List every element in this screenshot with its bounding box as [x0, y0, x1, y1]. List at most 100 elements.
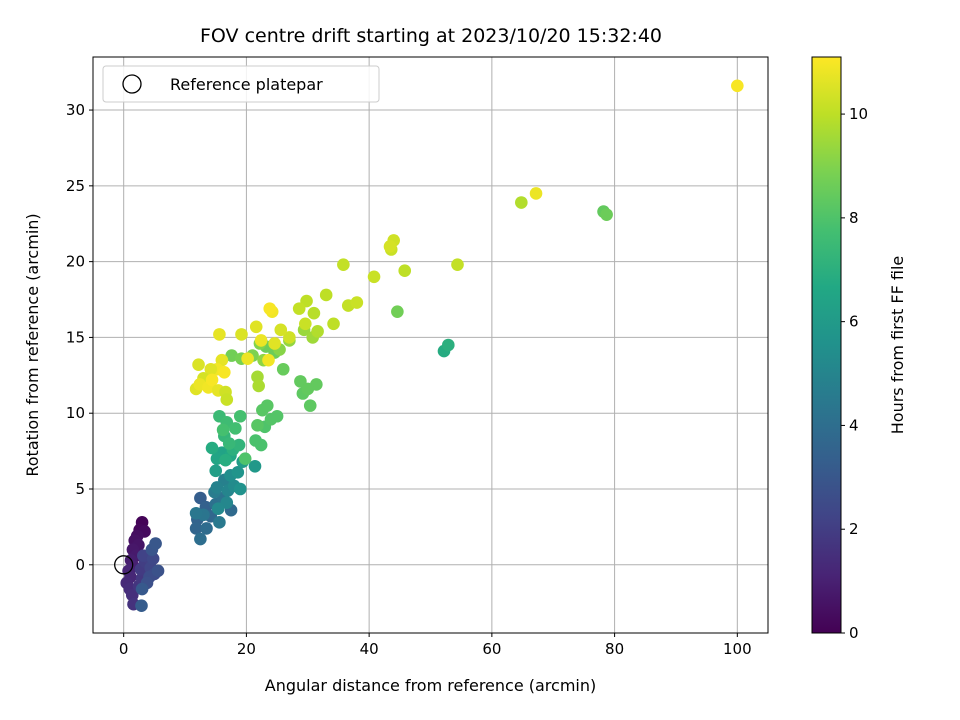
- scatter-point: [194, 491, 207, 505]
- scatter-point: [367, 270, 381, 284]
- colorbar-tick-label: 2: [849, 520, 859, 538]
- scatter-point: [441, 338, 455, 352]
- scatter-point: [451, 258, 464, 271]
- scatter-point: [270, 409, 284, 423]
- scatter-point: [135, 599, 148, 613]
- scatter-point: [263, 302, 277, 315]
- scatter-point: [213, 328, 226, 341]
- y-tick-label: 5: [75, 480, 85, 498]
- scatter-point: [209, 464, 223, 478]
- colorbar-ticks: 0 2 4 6 8 10: [841, 105, 868, 642]
- scatter-point: [303, 399, 317, 412]
- scatter-point: [231, 466, 245, 479]
- y-tick-label: 20: [66, 253, 85, 271]
- scatter-point: [192, 358, 205, 372]
- x-axis-label: Angular distance from reference (arcmin): [265, 676, 596, 695]
- scatter-point: [219, 453, 232, 467]
- colorbar-gradient: [811, 56, 842, 634]
- scatter-point: [200, 522, 213, 535]
- scatter-point: [274, 323, 288, 337]
- scatter-point: [241, 352, 254, 365]
- scatter-point: [232, 438, 246, 452]
- legend: Reference platepar: [102, 65, 380, 103]
- scatter-point: [213, 516, 226, 529]
- x-axis-ticks: 0 20 40 60 80 100: [119, 633, 752, 658]
- scatter-point: [515, 196, 528, 209]
- scatter-point: [248, 459, 262, 473]
- reference-marker: [114, 555, 134, 575]
- colorbar-label: Hours from first FF file: [888, 256, 907, 435]
- scatter-point: [391, 305, 404, 318]
- scatter-point: [218, 365, 231, 379]
- colorbar-tick-label: 6: [849, 313, 859, 331]
- scatter-point: [398, 264, 412, 278]
- scatter-point: [211, 502, 225, 516]
- colorbar: 0 2 4 6 8 10 Hours from first FF file: [811, 56, 907, 642]
- scatter-point: [260, 399, 274, 412]
- scatter-point: [225, 349, 238, 362]
- scatter-point: [205, 441, 219, 455]
- y-axis-label: Rotation from reference (arcmin): [23, 213, 42, 476]
- legend-marker-reference: [122, 74, 142, 94]
- scatter-point: [292, 302, 306, 315]
- legend-label-reference: Reference platepar: [170, 75, 323, 94]
- scatter-point: [268, 337, 281, 350]
- scatter-point: [337, 258, 350, 271]
- scatter-point: [204, 362, 218, 376]
- scatter-point: [529, 187, 543, 200]
- scatter-point: [311, 325, 324, 338]
- colorbar-tick-label: 0: [849, 624, 859, 642]
- scatter-point: [235, 328, 248, 341]
- scatter-point: [149, 537, 162, 550]
- scatter-point: [262, 353, 275, 367]
- scatter-point: [233, 409, 247, 423]
- scatter-point: [249, 320, 263, 334]
- scatter-point: [210, 481, 224, 494]
- scatter-point: [350, 296, 364, 309]
- y-tick-label: 10: [66, 404, 85, 422]
- x-tick-label: 0: [119, 640, 129, 658]
- scatter-point: [283, 331, 296, 344]
- scatter-point: [135, 582, 149, 596]
- scatter-point: [216, 423, 230, 437]
- scatter-point: [276, 362, 290, 376]
- scatter-point: [205, 373, 219, 387]
- scatter-point: [249, 434, 262, 447]
- plot-frame: [92, 56, 769, 634]
- scatter-point: [229, 422, 242, 435]
- colorbar-tick-label: 10: [849, 105, 868, 123]
- x-tick-label: 100: [723, 640, 752, 658]
- x-tick-label: 60: [482, 640, 501, 658]
- grid-lines: [93, 57, 768, 633]
- scatter-point: [151, 564, 165, 578]
- scatter-point: [233, 482, 247, 496]
- x-tick-label: 80: [605, 640, 624, 658]
- scatter-point: [252, 379, 265, 393]
- colorbar-tick-label: 8: [849, 209, 859, 227]
- colorbar-tick-label: 4: [849, 416, 859, 434]
- y-tick-label: 0: [75, 556, 85, 574]
- scatter-point: [600, 208, 613, 221]
- scatter-point: [194, 532, 207, 546]
- scatter-point: [731, 79, 744, 93]
- scatter-point: [383, 240, 397, 253]
- y-tick-label: 30: [66, 101, 85, 119]
- scatter-point: [307, 306, 321, 320]
- scatter-point: [189, 506, 203, 520]
- scatter-point: [254, 334, 268, 347]
- scatter-point: [319, 288, 333, 302]
- scatter-point: [327, 317, 340, 331]
- reference-platepar-marker: [114, 555, 134, 575]
- scatter-point: [301, 382, 315, 396]
- chart-title: FOV centre drift starting at 2023/10/20 …: [200, 25, 662, 47]
- scatter-point: [222, 437, 236, 450]
- y-tick-label: 15: [66, 328, 85, 346]
- data-points: [120, 79, 744, 613]
- scatter-point: [238, 452, 252, 465]
- scatter-point: [189, 522, 203, 535]
- scatter-point: [220, 393, 234, 406]
- legend-box: [102, 65, 380, 103]
- y-tick-label: 25: [66, 177, 85, 195]
- x-tick-label: 20: [237, 640, 256, 658]
